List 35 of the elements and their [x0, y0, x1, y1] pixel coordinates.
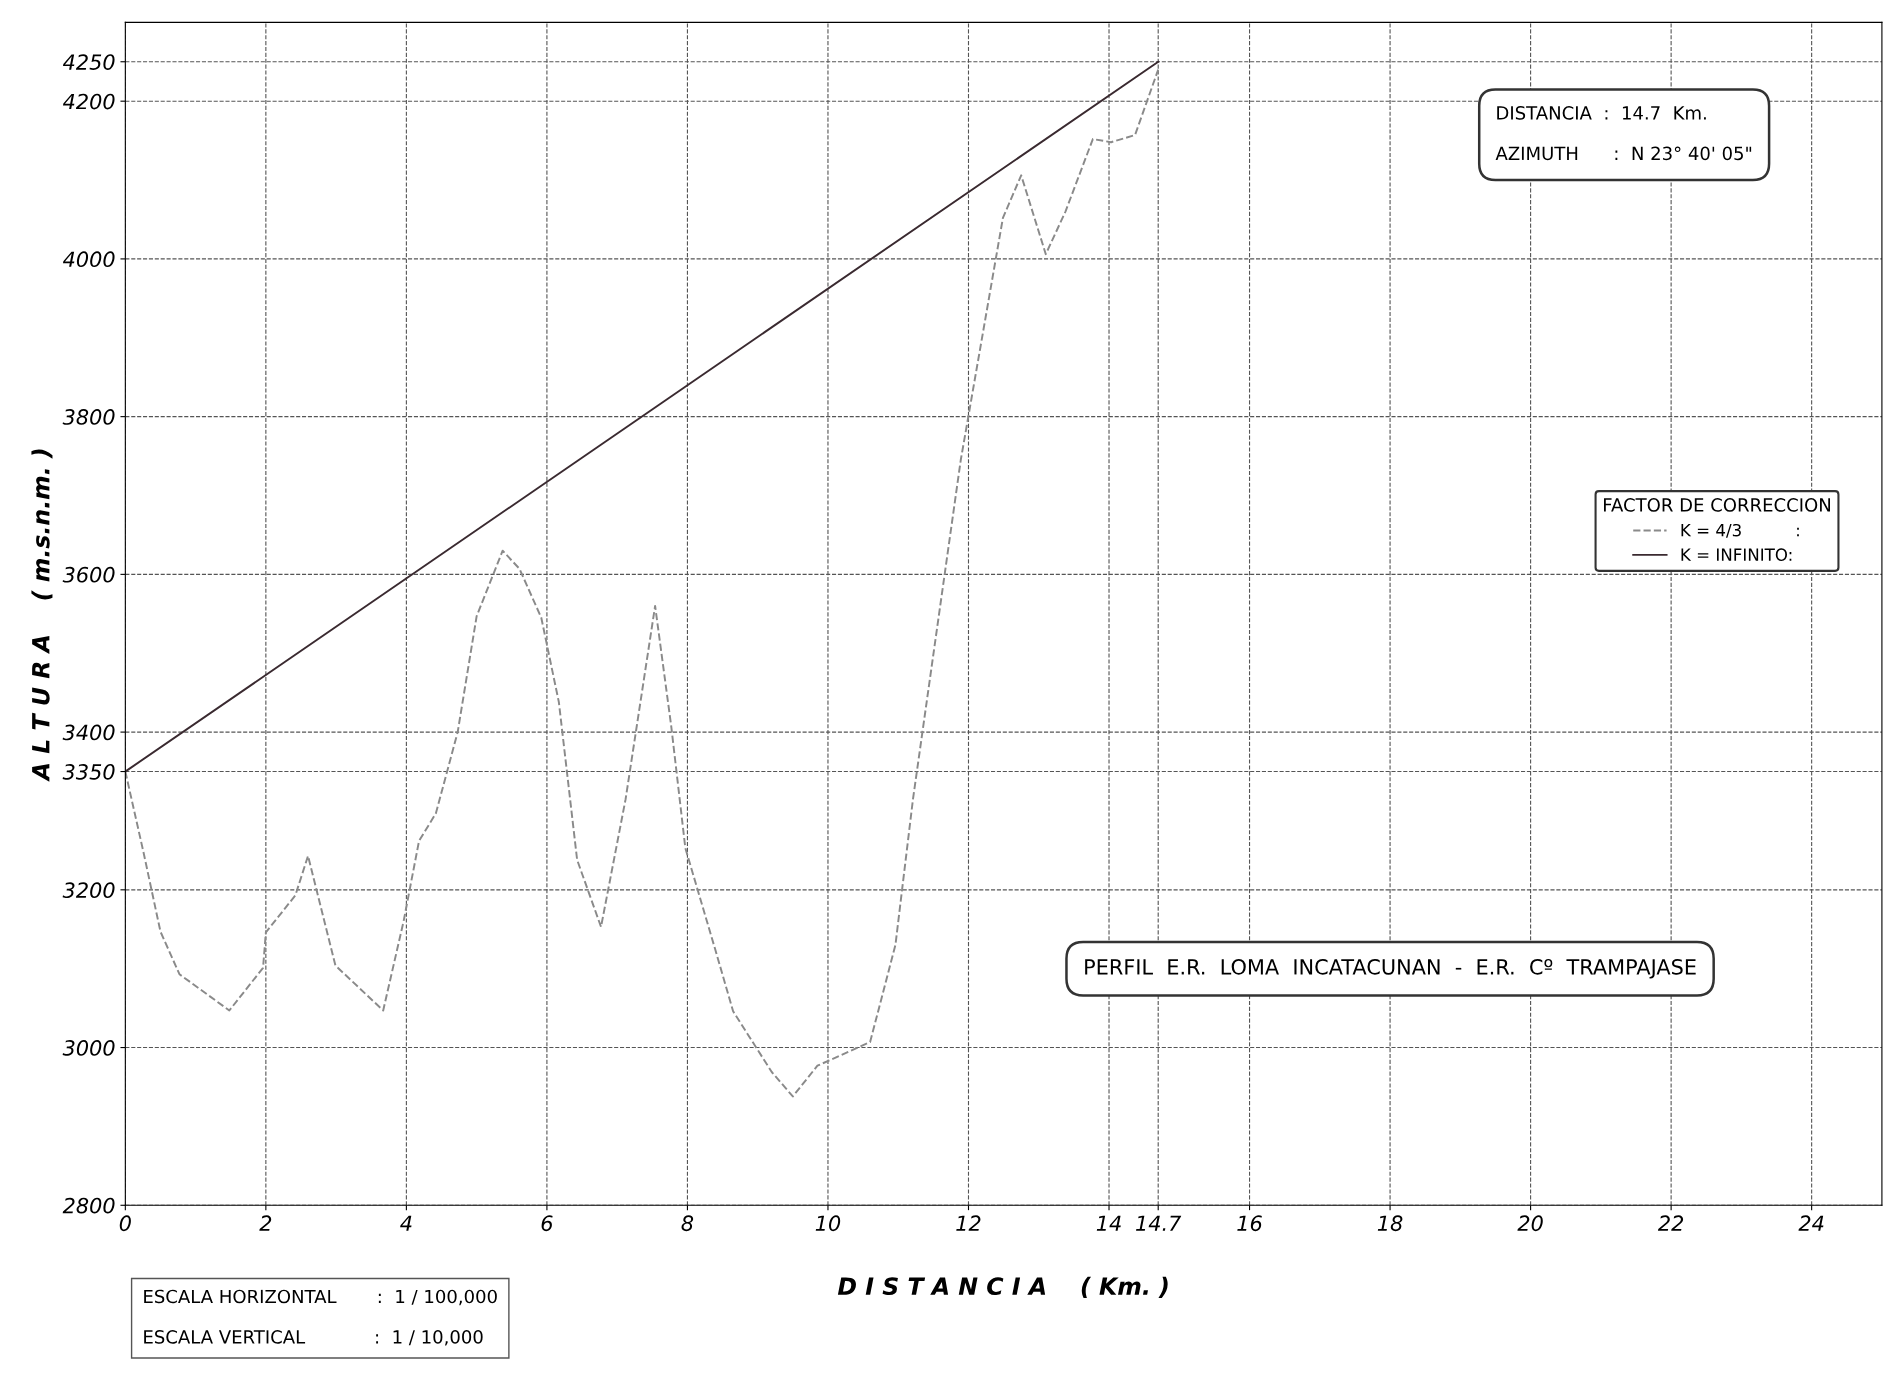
x-tick-label: 6 — [541, 1215, 553, 1232]
line-series — [125, 68, 1160, 1098]
y-axis-title: A L T U R A ( m.s.n.m. ) — [31, 449, 53, 782]
x-tick-label: 4 — [400, 1215, 412, 1231]
legend-label: K = 4/3 : — [1681, 523, 1799, 538]
y-tick-label: 3800 — [62, 409, 115, 425]
x-tick-label: 2 — [259, 1215, 272, 1231]
annotation: DISTANCIA : 14.7 Km. — [1497, 106, 1706, 120]
x-tick-label: 10 — [815, 1215, 841, 1232]
y-tick-label: 4000 — [62, 251, 115, 268]
x-tick-label: 0 — [119, 1215, 131, 1232]
text: PERFIL E.R. LOMA INCATACUNAN - E.R. Cº TRAMPAJASE — [1085, 958, 1696, 979]
x-tick-label: 14 — [1096, 1215, 1121, 1231]
x-tick-label: 16 — [1237, 1215, 1262, 1232]
x-tick-label: 20 — [1517, 1215, 1543, 1232]
y-tick-label: 2800 — [62, 1197, 115, 1214]
y-tick-label: 3350 — [62, 763, 115, 780]
x-tick-label: 22 — [1657, 1215, 1684, 1231]
y-tick-label: 3000 — [62, 1040, 115, 1056]
legend-label: K = INFINITO: — [1681, 548, 1792, 561]
y-tick-label: 3600 — [62, 566, 115, 583]
x-tick-label: 12 — [956, 1215, 981, 1231]
y-tick-label: 3400 — [62, 724, 115, 741]
annotation: AZIMUTH : N 23° 40' 05" — [1495, 146, 1752, 161]
y-tick-label: 4250 — [62, 54, 115, 70]
text: ESCALA VERTICAL : 1 / 10,000 — [144, 1330, 483, 1346]
x-axis-title: D I S T A N C I A ( Km. ) — [837, 1276, 1168, 1298]
x-tick-label: 8 — [681, 1215, 694, 1232]
y-tick-label: 3200 — [62, 882, 115, 899]
legend-title: FACTOR DE CORRECCION — [1604, 498, 1830, 512]
x-tick-label: 14.7 — [1136, 1215, 1182, 1231]
x-tick-label: 18 — [1377, 1215, 1403, 1232]
text: ESCALA HORIZONTAL : 1 / 100,000 — [144, 1289, 497, 1306]
x-tick-label: 24 — [1798, 1215, 1824, 1231]
y-tick-label: 4200 — [62, 93, 115, 110]
